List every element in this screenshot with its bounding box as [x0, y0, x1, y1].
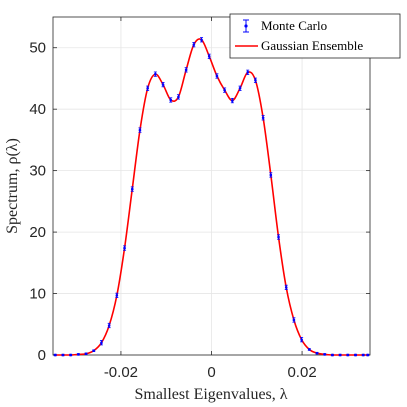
legend-box	[229, 13, 401, 59]
monte-carlo-point	[146, 85, 150, 91]
monte-carlo-point	[366, 353, 370, 357]
monte-carlo-point	[76, 353, 80, 356]
legend-label-monte-carlo: Monte Carlo	[261, 18, 327, 33]
monte-carlo-point	[169, 97, 173, 103]
monte-carlo-point	[277, 234, 281, 240]
monte-carlo-point	[153, 71, 157, 77]
y-tick-label: 0	[38, 347, 46, 364]
monte-carlo-point	[107, 322, 111, 329]
monte-carlo-point	[307, 348, 311, 351]
monte-carlo-point	[92, 349, 96, 352]
monte-carlo-point	[138, 127, 142, 133]
monte-carlo-point	[361, 353, 365, 357]
monte-carlo-point	[354, 353, 358, 357]
monte-carlo-point	[200, 37, 204, 43]
monte-carlo-points	[53, 37, 370, 357]
legend: Monte Carlo Gaussian Ensemble	[229, 13, 401, 59]
y-axis-title: Spectrum, ρ(λ)	[4, 138, 21, 234]
monte-carlo-point	[330, 353, 334, 357]
monte-carlo-point	[338, 353, 342, 357]
monte-carlo-point	[346, 353, 350, 357]
y-tick-label: 30	[29, 163, 46, 180]
monte-carlo-point	[53, 353, 57, 357]
y-tick-label: 20	[29, 224, 46, 241]
monte-carlo-point	[261, 115, 265, 121]
legend-label-gaussian-ensemble: Gaussian Ensemble	[261, 38, 363, 53]
monte-carlo-point	[292, 317, 296, 323]
x-tick-labels: -0.02 0 0.02	[104, 364, 317, 381]
monte-carlo-point	[176, 94, 180, 100]
x-axis-title: Smallest Eigenvalues, λ	[134, 386, 287, 403]
plot-area	[52, 16, 371, 357]
y-tick-label: 10	[29, 286, 46, 303]
monte-carlo-point	[115, 292, 119, 298]
monte-carlo-point	[161, 82, 165, 88]
monte-carlo-point	[284, 284, 288, 291]
x-tick-label: -0.02	[104, 364, 138, 381]
monte-carlo-point	[223, 87, 227, 93]
monte-carlo-point	[84, 352, 88, 356]
y-tick-label: 40	[29, 101, 46, 118]
monte-carlo-point	[315, 351, 319, 355]
monte-carlo-point	[130, 186, 134, 192]
y-tick-label: 50	[29, 40, 46, 57]
legend-marker-monte-carlo	[243, 19, 249, 33]
monte-carlo-point	[69, 353, 73, 357]
monte-carlo-point	[300, 337, 304, 343]
x-tick-label: 0	[207, 364, 215, 381]
monte-carlo-point	[230, 97, 234, 104]
monte-carlo-point	[215, 73, 219, 79]
monte-carlo-point	[323, 353, 327, 356]
monte-carlo-point	[99, 340, 103, 346]
monte-carlo-point	[269, 172, 273, 178]
monte-carlo-point	[61, 353, 65, 357]
monte-carlo-point	[192, 42, 196, 48]
monte-carlo-point	[246, 69, 250, 75]
monte-carlo-point	[253, 77, 257, 83]
monte-carlo-point	[207, 53, 211, 59]
monte-carlo-point	[123, 245, 127, 251]
monte-carlo-point	[238, 85, 242, 91]
x-tick-label: 0.02	[287, 364, 316, 381]
monte-carlo-point	[184, 67, 188, 73]
y-tick-labels: 0 10 20 30 40 50	[29, 40, 46, 364]
